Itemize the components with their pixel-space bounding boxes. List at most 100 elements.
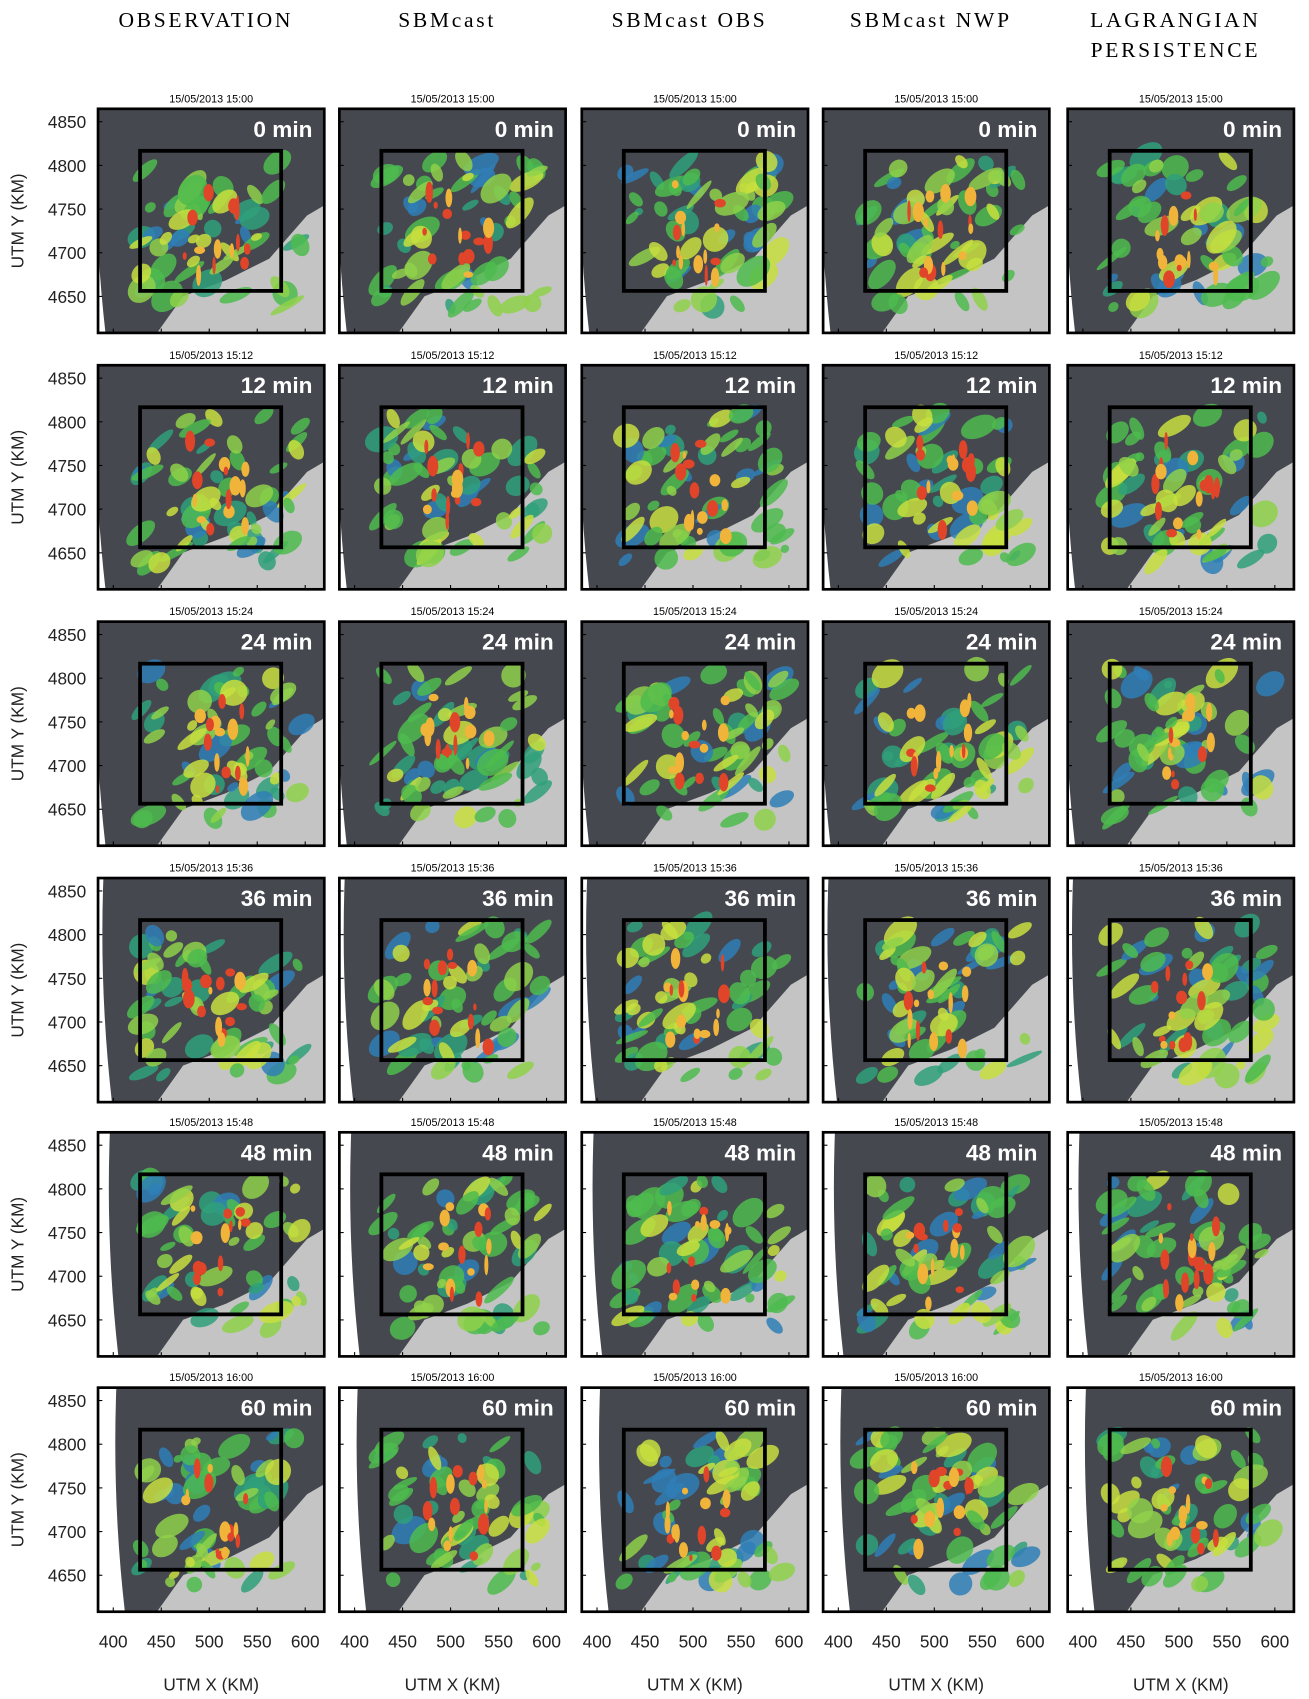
- rain-core: [963, 723, 973, 743]
- map: [96, 1386, 326, 1613]
- rain-cell: [881, 1210, 905, 1235]
- rain-cell: [878, 1465, 903, 1479]
- rain-cell: [714, 1528, 726, 1546]
- rain-cell: [168, 1570, 180, 1580]
- rain-cell: [145, 1290, 161, 1305]
- lead-time: 60 min: [241, 1396, 313, 1421]
- panel: 15/05/2013 15:000 min: [821, 93, 1051, 335]
- rain-core: [429, 1476, 438, 1499]
- lead-time: 0 min: [978, 117, 1037, 142]
- rain-cell: [201, 939, 226, 954]
- rain-cell: [977, 1253, 1008, 1279]
- rain-cell: [250, 233, 262, 241]
- rain-cell: [245, 1222, 264, 1240]
- rain-core: [966, 500, 978, 516]
- rain-cell: [453, 1518, 474, 1541]
- rain-core: [200, 974, 212, 989]
- panel: 15/05/2013 15:48 48 min: [1066, 1117, 1296, 1358]
- rain-cell: [862, 1264, 890, 1292]
- rain-cell: [974, 719, 996, 735]
- rain-cell: [158, 1447, 174, 1468]
- rain-cell: [463, 298, 482, 312]
- domain-box: [138, 918, 284, 1063]
- y-tick-label: 4750: [48, 456, 86, 476]
- x-axis-label: UTM X (KM): [1133, 1674, 1229, 1694]
- rain-cell: [143, 729, 166, 744]
- domain-box: [1107, 661, 1253, 806]
- rain-cell: [394, 972, 412, 987]
- rain-cell: [625, 460, 652, 485]
- rain-cell: [912, 404, 933, 427]
- rain-cell: [530, 1562, 541, 1571]
- rain-core: [474, 1221, 483, 1237]
- y-axis-label: UTM Y (KM): [8, 943, 28, 1038]
- panel: 15/05/2013 15:000 min: [96, 93, 326, 335]
- rain-cell: [640, 1214, 669, 1238]
- column-title: LAGRANGIAN: [1090, 8, 1260, 32]
- rain-cell: [264, 1458, 292, 1486]
- rain-cell: [436, 1278, 447, 1289]
- timestamp: 15/05/2013 15:48: [1139, 1117, 1223, 1129]
- rain-core: [672, 224, 682, 241]
- rain-cell: [447, 290, 475, 318]
- rain-cell: [911, 969, 935, 993]
- x-tick-label: 400: [99, 1631, 128, 1651]
- rain-cell: [659, 1175, 689, 1196]
- timestamp: 15/05/2013 15:00: [894, 93, 978, 105]
- rain-cell: [454, 806, 478, 829]
- rain-cell: [948, 804, 973, 823]
- column-title: SBMcast OBS: [612, 8, 768, 32]
- domain-box: [621, 661, 767, 806]
- rain-cell: [283, 497, 295, 514]
- rain-core: [215, 976, 225, 991]
- rain-cell: [1102, 280, 1123, 297]
- rain-core: [1190, 1526, 1201, 1544]
- rain-core: [482, 1038, 494, 1056]
- rain-core: [433, 201, 438, 209]
- rain-cell: [463, 152, 499, 176]
- rain-cell: [210, 991, 240, 1016]
- rain-cell: [932, 495, 944, 508]
- rain-cell: [655, 991, 668, 1004]
- map: [1066, 364, 1295, 591]
- rain-core: [1154, 501, 1163, 521]
- rain-cell: [527, 733, 546, 751]
- rain-cell: [712, 707, 725, 725]
- panel: 15/05/2013 15:24 24 min: [96, 606, 326, 848]
- rain-cell: [415, 777, 431, 792]
- rain-cell: [978, 733, 1006, 760]
- rain-cell: [389, 1316, 416, 1340]
- rain-cell: [529, 975, 551, 996]
- rain-core: [695, 1221, 700, 1228]
- rain-cell: [1180, 512, 1204, 528]
- rain-core: [1180, 1272, 1190, 1293]
- rain-cell: [525, 1569, 539, 1587]
- frame: [338, 1130, 567, 1358]
- rain-cell: [740, 1481, 760, 1501]
- rain-core: [192, 471, 203, 490]
- rain-cell: [287, 1276, 300, 1292]
- rain-cell: [190, 1286, 207, 1307]
- rain-core: [952, 1223, 962, 1233]
- lead-time: 12 min: [482, 373, 554, 398]
- rain-cell: [226, 435, 243, 454]
- rain-core: [691, 1293, 697, 1302]
- rain-cell: [512, 695, 538, 711]
- domain-box: [621, 1427, 767, 1572]
- rain-core: [424, 439, 429, 454]
- rain-cell: [1108, 302, 1119, 312]
- rain-cell: [870, 1298, 889, 1317]
- rain-cell: [449, 1019, 472, 1038]
- timestamp: 15/05/2013 15:36: [411, 863, 495, 875]
- x-tick-label: 550: [484, 1631, 513, 1651]
- rain-cell: [922, 1433, 948, 1454]
- rain-cell: [373, 978, 395, 1001]
- rain-cell: [498, 809, 517, 828]
- map: [338, 107, 567, 334]
- rain-cell: [611, 1259, 647, 1290]
- rain-cell: [145, 970, 172, 994]
- rain-cell: [444, 666, 473, 686]
- rain-cell: [665, 424, 676, 435]
- rain-core: [1202, 963, 1213, 981]
- rain-cell: [388, 462, 423, 486]
